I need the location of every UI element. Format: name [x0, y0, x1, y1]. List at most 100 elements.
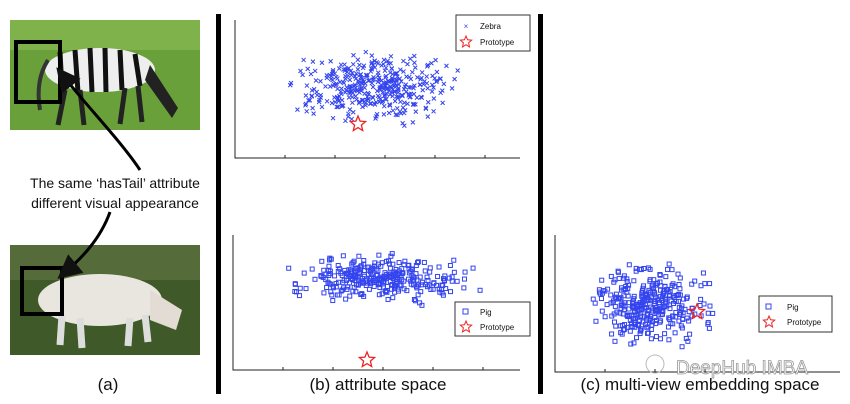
pig-point [651, 301, 657, 307]
zebra-point [411, 53, 417, 59]
pig-point [410, 277, 416, 283]
zebra-point [423, 106, 429, 112]
zebra-point [412, 65, 418, 71]
zebra-point [369, 60, 375, 65]
pig-point [462, 269, 468, 275]
zebra-point [329, 100, 335, 106]
zebra-point [401, 110, 407, 116]
pig-point [658, 318, 664, 324]
pig-point [312, 276, 318, 282]
pig-point [399, 277, 405, 283]
pig-point [442, 278, 448, 284]
zebra-point [394, 105, 400, 111]
pig-point [376, 282, 382, 288]
zebra-point [318, 92, 324, 98]
pig-point [340, 253, 346, 259]
pig-photo [10, 245, 200, 355]
pig-point [629, 321, 635, 327]
zebra-point [319, 104, 325, 110]
svg-text:×: × [464, 22, 469, 31]
zebra-point [421, 81, 426, 87]
zebra-point [313, 78, 319, 83]
pig-point [673, 314, 679, 320]
zebra-point [414, 95, 420, 100]
pig-point [385, 296, 391, 302]
pig-point [335, 263, 341, 269]
pig-point [296, 293, 302, 299]
pig-point [347, 293, 353, 299]
zebra-point [363, 49, 369, 55]
zebra-point [434, 69, 440, 75]
pig-point [612, 338, 618, 344]
zebra-point [340, 103, 346, 108]
zebra-point [408, 84, 414, 90]
zebra-point [318, 78, 323, 84]
zebra-point [342, 90, 348, 95]
zebra-point [356, 78, 361, 84]
pig-point [612, 303, 618, 309]
zebra-point [390, 93, 395, 99]
pig-point [356, 253, 362, 259]
pig-point [710, 310, 716, 316]
pig-point [356, 269, 362, 275]
pig-point [618, 285, 624, 291]
pig-point [698, 296, 704, 302]
pig-point [361, 258, 367, 264]
pig-point [676, 282, 682, 288]
pig-point [649, 295, 655, 301]
pig-point [402, 258, 408, 264]
pig-point [415, 292, 421, 298]
separator [538, 14, 543, 394]
caption-b: (b) attribute space [309, 375, 446, 394]
pig-point [409, 266, 415, 272]
pig-point [707, 303, 713, 309]
zebra-point [377, 86, 382, 92]
zebra-point [332, 95, 337, 100]
zebra-point [424, 74, 430, 79]
zebra-point [350, 109, 356, 115]
pig-point [666, 261, 672, 267]
zebra-point [429, 89, 435, 94]
tail-highlight-box [20, 266, 64, 316]
pig-point [617, 323, 623, 329]
pig-point [381, 280, 387, 286]
pig-point [354, 265, 360, 271]
zebra-point [402, 107, 408, 113]
pig-point [360, 275, 366, 281]
zebra-point [397, 76, 403, 81]
pig-point [664, 287, 670, 293]
pig-point [689, 305, 695, 311]
pig-point [349, 276, 355, 282]
pig-point [615, 268, 621, 274]
pig-point [392, 269, 398, 275]
zebra-point [375, 73, 381, 78]
pig-point [648, 336, 654, 342]
zebra-point [399, 92, 405, 98]
zebra-point [353, 93, 358, 99]
pig-point [362, 268, 368, 274]
zebra-point [336, 93, 342, 99]
pig-point [419, 279, 425, 285]
zebra-point [424, 80, 430, 86]
pig-point [676, 318, 682, 324]
zebra-point [383, 96, 389, 102]
zebra-point [358, 72, 364, 77]
zebra-point [357, 99, 362, 105]
zebra-point [397, 67, 403, 73]
pig-point [422, 268, 428, 274]
zebra-point [381, 103, 387, 109]
pig-point [631, 340, 637, 346]
pig-point [647, 266, 653, 272]
zebra-point [403, 89, 409, 95]
pig-point [625, 293, 631, 299]
pig-point [700, 270, 706, 276]
pig-point [647, 278, 653, 284]
zebra-point [365, 72, 370, 78]
zebra-point [340, 79, 346, 85]
zebra-point [310, 105, 315, 111]
pig-point [326, 281, 332, 287]
zebra-point [378, 78, 384, 84]
pig-point [663, 274, 669, 280]
pig-point [701, 301, 707, 307]
zebra-point [383, 75, 388, 80]
